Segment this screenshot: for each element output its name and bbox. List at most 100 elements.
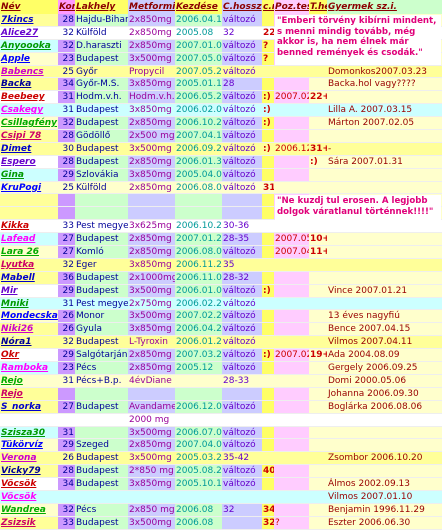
metformin-cell[interactable]: 3x850mg <box>128 323 175 337</box>
cn-cell[interactable] <box>262 362 274 375</box>
week-cell[interactable]: 19+6 <box>309 349 327 363</box>
cn-cell[interactable]: 22 <box>262 27 274 40</box>
cycle-cell[interactable]: változó <box>222 284 262 298</box>
residence-cell[interactable]: Budapest <box>75 104 128 118</box>
pos-test-cell[interactable] <box>274 362 309 375</box>
residence-cell[interactable]: Budapest <box>75 233 128 247</box>
week-cell[interactable] <box>309 503 327 517</box>
residence-cell[interactable]: Budapest <box>75 117 128 131</box>
residence-cell[interactable]: Budapest <box>75 336 128 350</box>
residence-cell[interactable] <box>75 426 128 440</box>
name-cell[interactable]: Tükörvíz <box>0 439 58 453</box>
child-cell[interactable] <box>327 259 442 272</box>
name-cell[interactable]: Mondecska <box>0 311 58 324</box>
age-cell[interactable]: 32 <box>58 336 75 350</box>
metformin-cell[interactable]: 3x500mg <box>128 284 175 298</box>
residence-cell[interactable]: Győr <box>75 66 128 79</box>
start-cell[interactable]: 2007.02.22 <box>175 310 222 324</box>
pos-test-cell[interactable]: 2007.02.13 <box>274 91 309 105</box>
residence-cell[interactable]: Pest megye <box>75 221 128 234</box>
age-cell[interactable]: 26 <box>58 323 75 337</box>
pos-test-cell[interactable] <box>274 104 309 118</box>
week-cell[interactable] <box>309 362 327 375</box>
week-cell[interactable] <box>309 271 327 285</box>
cycle-cell[interactable]: változó <box>222 400 262 414</box>
pos-test-cell[interactable] <box>274 465 309 479</box>
start-cell[interactable]: 2006.01.30 <box>175 155 222 169</box>
cn-cell[interactable] <box>262 426 274 440</box>
cycle-cell[interactable]: változó <box>222 91 262 105</box>
child-cell[interactable] <box>327 465 442 479</box>
age-cell[interactable]: 31 <box>58 375 75 388</box>
child-cell[interactable]: Benjamin 1996.11.29 <box>327 503 442 517</box>
week-cell[interactable] <box>309 439 327 453</box>
metformin-cell[interactable]: 3x500mg <box>128 52 175 66</box>
child-cell[interactable]: Vilmos 2007.01.10 <box>327 491 442 504</box>
start-cell[interactable]: 2006.02.09 <box>175 105 222 118</box>
age-cell[interactable] <box>58 491 75 504</box>
name-cell[interactable]: S_norka <box>0 401 58 414</box>
cycle-cell[interactable]: 28-32 <box>222 271 262 285</box>
pos-test-cell[interactable] <box>274 310 309 324</box>
name-cell[interactable]: Vöcsök <box>0 491 58 504</box>
pos-test-cell[interactable] <box>274 284 309 298</box>
residence-cell[interactable] <box>75 414 128 427</box>
name-cell[interactable]: Alice27 <box>0 27 58 40</box>
metformin-cell[interactable]: 3x625mg <box>128 220 175 234</box>
name-cell[interactable]: Lafead <box>0 233 58 247</box>
cn-cell[interactable] <box>262 387 274 401</box>
cycle-cell[interactable] <box>222 516 262 530</box>
cycle-cell[interactable]: változó <box>222 426 262 440</box>
pos-test-cell[interactable]: 2007.02.22 <box>274 349 309 363</box>
residence-cell[interactable]: Szeged <box>75 439 128 453</box>
child-cell[interactable]: Sára 2007.01.31 <box>327 155 442 169</box>
cycle-cell[interactable]: változó <box>222 336 262 350</box>
age-cell[interactable]: 32 <box>58 39 75 53</box>
child-cell[interactable]: Eszter 2006.06.30 <box>327 516 442 530</box>
pos-test-cell[interactable] <box>274 168 309 182</box>
cycle-cell[interactable]: változó <box>222 362 262 375</box>
header-metformin[interactable]: Metformin <box>128 0 175 14</box>
child-cell[interactable] <box>327 439 442 453</box>
cn-cell[interactable] <box>262 400 274 414</box>
start-cell[interactable] <box>175 414 222 427</box>
residence-cell[interactable]: Komló <box>75 246 128 259</box>
cycle-cell[interactable]: változó <box>222 298 262 311</box>
name-cell[interactable]: Csillagfény <box>0 118 58 131</box>
week-cell[interactable] <box>309 516 327 530</box>
name-cell[interactable]: Csakegy <box>0 104 58 118</box>
cycle-cell[interactable]: változó <box>222 155 262 169</box>
age-cell[interactable]: 31 <box>58 104 75 118</box>
name-cell[interactable]: Babencs <box>0 66 58 79</box>
week-cell[interactable] <box>309 220 327 234</box>
start-cell[interactable]: 2006.08 <box>175 516 222 530</box>
name-cell[interactable]: Kikka <box>0 220 58 234</box>
week-cell[interactable] <box>309 491 327 504</box>
cn-cell[interactable]: 31 <box>262 182 274 195</box>
residence-cell[interactable]: Pécs+B.p. <box>75 375 128 388</box>
residence-cell[interactable]: Budapest <box>75 284 128 298</box>
cn-cell[interactable] <box>262 78 274 92</box>
cycle-cell[interactable] <box>222 207 262 221</box>
metformin-cell[interactable] <box>128 491 175 504</box>
age-cell[interactable]: 28 <box>58 465 75 479</box>
start-cell[interactable]: 2007.04.02 <box>175 439 222 453</box>
cycle-cell[interactable] <box>222 387 262 401</box>
start-cell[interactable] <box>175 375 222 388</box>
start-cell[interactable]: 2005.01.18 <box>175 78 222 92</box>
week-cell[interactable] <box>309 465 327 479</box>
metformin-cell[interactable]: 3x500mg <box>128 452 175 466</box>
cycle-cell[interactable]: változó <box>222 478 262 491</box>
name-cell[interactable]: Csipi 78 <box>0 130 58 143</box>
cn-cell[interactable] <box>262 259 274 272</box>
child-cell[interactable] <box>327 91 442 105</box>
cn-cell[interactable] <box>262 14 274 27</box>
child-cell[interactable]: 13 éves nagyfiú <box>327 310 442 324</box>
pos-test-cell[interactable] <box>274 439 309 453</box>
start-cell[interactable]: 2007.04.13 <box>175 130 222 143</box>
cn-cell[interactable]: 32 <box>262 516 274 530</box>
metformin-cell[interactable]: 3x850mg <box>128 259 175 272</box>
pos-test-cell[interactable] <box>274 414 309 427</box>
start-cell[interactable]: 2006.11.28 <box>175 259 222 272</box>
pos-test-cell[interactable]: ? <box>274 516 309 530</box>
